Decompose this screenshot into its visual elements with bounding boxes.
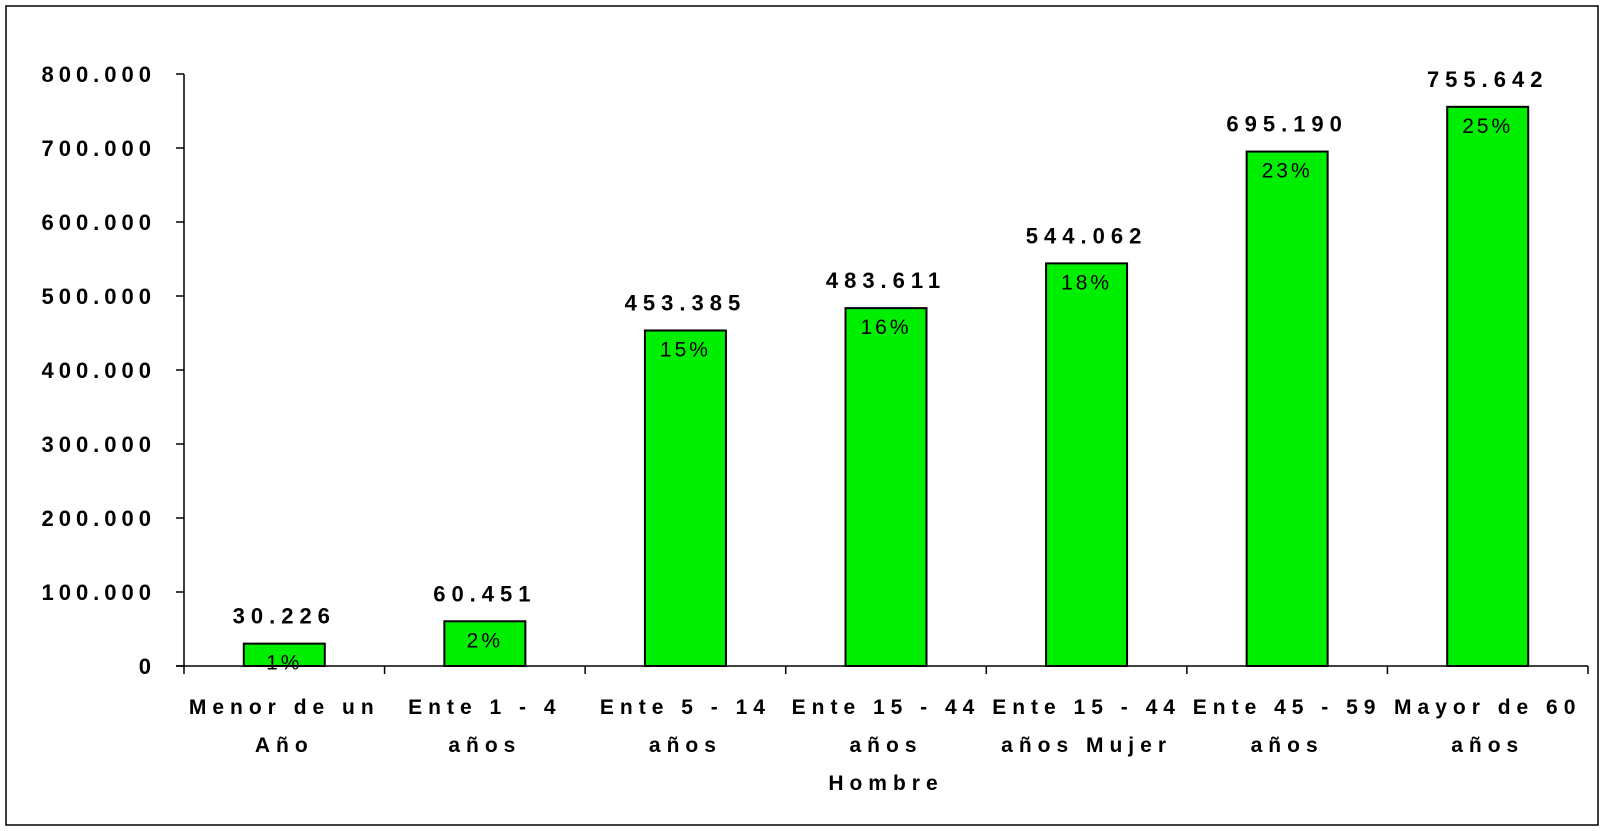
y-tick-label: 400.000 [41,358,156,383]
x-tick-label-line: Hombre [828,772,943,795]
x-tick-label-line: Ente 15 - 44 [992,696,1181,719]
bar [645,330,726,666]
bar-percent-label: 15% [660,338,711,361]
x-tick-label-line: Año [255,734,314,757]
x-tick-label-line: años [649,734,722,757]
bar-value-label: 755.642 [1427,67,1549,92]
bar-percent-label: 25% [1462,115,1513,138]
y-tick-label: 100.000 [41,580,156,605]
y-tick-label: 800.000 [41,62,156,87]
bar-value-label: 60.451 [433,581,536,606]
bar [1447,107,1528,666]
x-tick-label-line: años [448,734,521,757]
bar [1247,152,1328,666]
bar-percent-label: 1% [266,652,302,675]
x-tick-label-line: años [1451,734,1524,757]
y-tick-label: 500.000 [41,284,156,309]
x-tick-label-line: Ente 45 - 59 [1193,696,1382,719]
bar-percent-label: 2% [467,629,503,652]
bar-value-label: 483.611 [826,268,946,293]
bar-percent-label: 16% [860,316,911,339]
bar [1046,263,1127,666]
y-tick-label: 300.000 [41,432,156,457]
x-tick-label-line: años Mujer [1001,734,1172,757]
x-tick-label-line: años [1251,734,1324,757]
y-tick-label: 0 [139,654,156,679]
y-tick-label: 700.000 [41,136,156,161]
x-tick-label-line: años [849,734,922,757]
x-tick-label-line: Mayor de 60 [1394,696,1581,719]
bar-value-label: 30.226 [233,604,336,629]
y-tick-label: 200.000 [41,506,156,531]
bar-percent-label: 18% [1061,271,1112,294]
x-tick-label-line: Ente 15 - 44 [792,696,981,719]
bar-value-label: 453.385 [625,290,747,315]
x-tick-label-line: Ente 5 - 14 [600,696,771,719]
bar-percent-label: 23% [1262,160,1313,183]
x-tick-label-line: Ente 1 - 4 [408,696,561,719]
bar-value-label: 544.062 [1026,223,1148,248]
y-tick-label: 600.000 [41,210,156,235]
x-tick-label-line: Menor de un [189,696,380,719]
bar [846,308,927,666]
bar-value-label: 695.190 [1226,112,1348,137]
